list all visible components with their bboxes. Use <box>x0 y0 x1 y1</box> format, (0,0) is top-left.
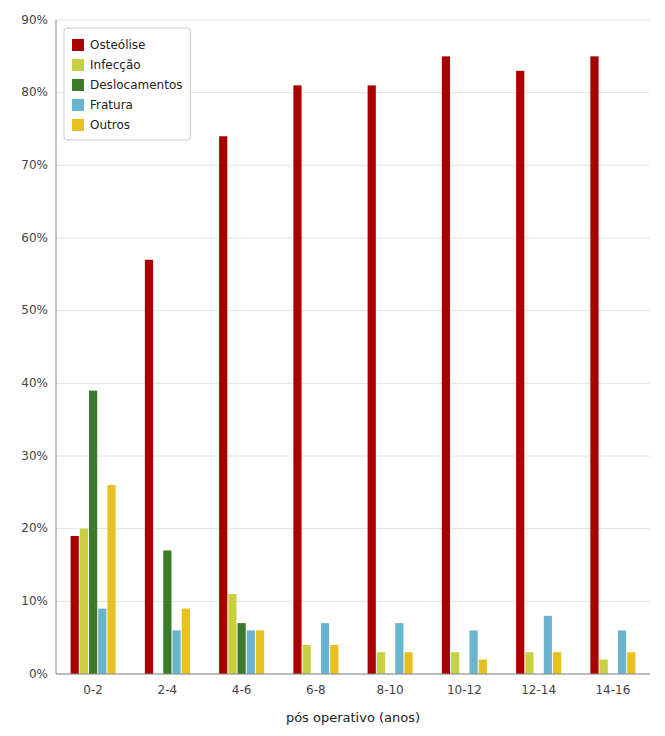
bar-series <box>80 529 608 674</box>
bar-series <box>107 485 635 674</box>
bar <box>219 136 227 674</box>
plot-area: 0% 10% 20% 30% 40% 50% 60% 70% 80% 90% 0-2 2-4 4-6 6-… <box>21 13 650 726</box>
legend-label: Outros <box>90 118 130 132</box>
x-tick-label: 2-4 <box>158 683 178 697</box>
x-tick-label: 4-6 <box>232 683 252 697</box>
grid-line <box>56 20 650 21</box>
bar <box>182 609 190 674</box>
y-tick-label: 10% <box>21 594 48 608</box>
bar <box>80 529 88 674</box>
y-tick-label: 60% <box>21 231 48 245</box>
bar <box>377 652 385 674</box>
bar <box>627 652 635 674</box>
bar <box>516 71 524 674</box>
bar <box>145 260 153 674</box>
bar <box>303 645 311 674</box>
chart-container: 0% 10% 20% 30% 40% 50% 60% 70% 80% 90% 0-2 2-4 4-6 6-… <box>0 0 665 736</box>
bar <box>163 550 171 674</box>
x-axis-line <box>56 674 650 675</box>
bar <box>330 645 338 674</box>
bar <box>618 630 626 674</box>
y-tick-label: 90% <box>21 13 48 27</box>
y-tick-label: 40% <box>21 376 48 390</box>
bar <box>553 652 561 674</box>
grid-line <box>56 165 650 166</box>
legend-label: Osteólise <box>90 38 145 52</box>
bar <box>247 630 255 674</box>
chart-svg: 0% 10% 20% 30% 40% 50% 60% 70% 80% 90% 0-2 2-4 4-6 6-… <box>0 0 665 736</box>
grid-line <box>56 238 650 239</box>
bar-series <box>98 609 626 674</box>
bar <box>368 85 376 674</box>
bar <box>451 652 459 674</box>
legend-swatch <box>72 79 84 91</box>
bars <box>71 56 636 674</box>
legend-label: Infecção <box>90 58 141 72</box>
x-axis-label: pós operativo (anos) <box>286 710 420 725</box>
y-axis: 0% 10% 20% 30% 40% 50% 60% 70% 80% 90% <box>21 13 48 681</box>
y-tick-label: 70% <box>21 158 48 172</box>
legend: Osteólise Infecção Deslocamentos Fratura Out… <box>64 28 190 140</box>
bar-series <box>71 56 599 674</box>
grid-line <box>56 674 650 675</box>
bar <box>395 623 403 674</box>
legend-label: Fratura <box>90 98 133 112</box>
bar <box>590 56 598 674</box>
bar <box>89 391 97 674</box>
y-tick-label: 0% <box>29 667 48 681</box>
bar <box>228 594 236 674</box>
legend-swatch <box>72 39 84 51</box>
bar <box>525 652 533 674</box>
x-tick-label: 6-8 <box>306 683 326 697</box>
legend-label: Deslocamentos <box>90 78 182 92</box>
legend-swatch <box>72 99 84 111</box>
legend-swatch <box>72 119 84 131</box>
bar <box>321 623 329 674</box>
bar <box>404 652 412 674</box>
y-tick-label: 20% <box>21 521 48 535</box>
bar <box>98 609 106 674</box>
bar <box>544 616 552 674</box>
bar <box>107 485 115 674</box>
y-grid <box>56 20 650 674</box>
x-tick-label: 8-10 <box>377 683 404 697</box>
bar <box>238 623 246 674</box>
bar <box>256 630 264 674</box>
bar <box>469 630 477 674</box>
x-tick-label: 10-12 <box>447 683 482 697</box>
y-tick-label: 30% <box>21 449 48 463</box>
x-tick-label: 0-2 <box>83 683 103 697</box>
bar-series <box>89 391 246 674</box>
y-tick-label: 80% <box>21 85 48 99</box>
bar <box>600 659 608 674</box>
bar <box>479 659 487 674</box>
y-axis-line <box>56 20 57 674</box>
x-tick-label: 12-14 <box>521 683 556 697</box>
x-axis: 0-2 2-4 4-6 6-8 8-10 10-12 12-14 14-16 <box>83 683 630 697</box>
bar <box>172 630 180 674</box>
x-tick-label: 14-16 <box>595 683 630 697</box>
y-tick-label: 50% <box>21 303 48 317</box>
bar <box>442 56 450 674</box>
legend-box <box>64 28 190 140</box>
legend-swatch <box>72 59 84 71</box>
bar <box>71 536 79 674</box>
bar <box>293 85 301 674</box>
